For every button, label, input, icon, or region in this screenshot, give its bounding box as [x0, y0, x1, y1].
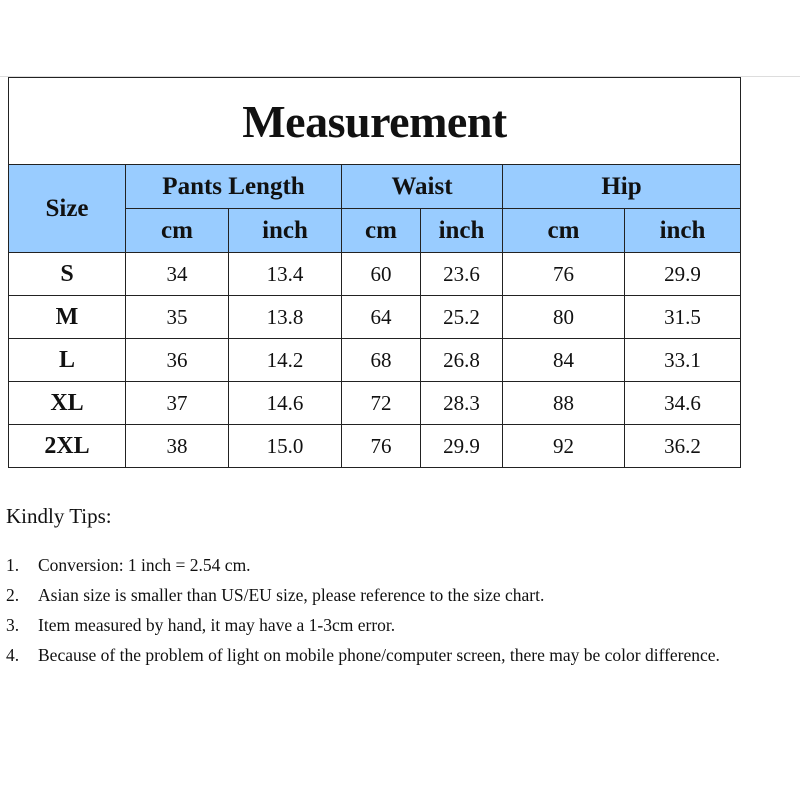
value-cell: 84	[502, 338, 625, 382]
value-cell: 28.3	[420, 381, 503, 425]
value-cell: 14.2	[228, 338, 342, 382]
value-cell: 29.9	[420, 424, 503, 468]
size-cell: L	[8, 338, 126, 382]
value-cell: 13.4	[228, 252, 342, 296]
value-cell: 76	[502, 252, 625, 296]
value-cell: 29.9	[623, 252, 742, 296]
value-cell: 35	[125, 295, 229, 339]
header-waist: Waist	[341, 164, 503, 209]
size-cell: 2XL	[8, 424, 126, 468]
tip-item: 1. Conversion: 1 inch = 2.54 cm.	[6, 550, 796, 580]
table-title: Measurement	[7, 77, 742, 165]
tip-number: 1.	[6, 555, 20, 575]
table-row: S 34 13.4 60 23.6 76 29.9	[8, 252, 742, 296]
table-row: M 35 13.8 64 25.2 80 31.5	[8, 295, 742, 339]
header-unit: cm	[125, 208, 229, 253]
value-cell: 13.8	[228, 295, 342, 339]
value-cell: 31.5	[623, 295, 742, 339]
value-cell: 64	[341, 295, 421, 339]
tip-text: Conversion: 1 inch = 2.54 cm.	[38, 555, 251, 575]
value-cell: 25.2	[420, 295, 503, 339]
value-cell: 60	[341, 252, 421, 296]
value-cell: 23.6	[420, 252, 503, 296]
value-cell: 80	[502, 295, 625, 339]
tip-item: 3. Item measured by hand, it may have a 1…	[6, 610, 796, 640]
value-cell: 14.6	[228, 381, 342, 425]
header-pants-length: Pants Length	[125, 164, 342, 209]
value-cell: 37	[125, 381, 229, 425]
table-row: 2XL 38 15.0 76 29.9 92 36.2	[8, 424, 742, 468]
header-unit: cm	[502, 208, 625, 253]
value-cell: 72	[341, 381, 421, 425]
header-unit: cm	[341, 208, 421, 253]
tip-text: Asian size is smaller than US/EU size, p…	[38, 585, 545, 605]
value-cell: 34	[125, 252, 229, 296]
value-cell: 34.6	[623, 381, 742, 425]
value-cell: 38	[125, 424, 229, 468]
tips-list: 1. Conversion: 1 inch = 2.54 cm. 2. Asian s…	[6, 550, 796, 670]
divider	[0, 76, 800, 77]
tips-heading: Kindly Tips:	[6, 504, 112, 528]
size-cell: S	[8, 252, 126, 296]
tip-text: Item measured by hand, it may have a 1-3…	[38, 615, 396, 635]
header-unit: inch	[623, 208, 742, 253]
tip-text: Because of the problem of light on mobil…	[38, 645, 720, 665]
value-cell: 36	[125, 338, 229, 382]
value-cell: 33.1	[623, 338, 742, 382]
value-cell: 15.0	[228, 424, 342, 468]
size-cell: XL	[8, 381, 126, 425]
size-chart-table: Measurement Size Pants Length Waist Hip …	[7, 77, 742, 468]
tip-number: 3.	[6, 615, 20, 635]
value-cell: 92	[502, 424, 625, 468]
header-hip: Hip	[501, 164, 742, 209]
value-cell: 26.8	[420, 338, 503, 382]
tip-number: 4.	[6, 645, 20, 665]
header-size: Size	[8, 164, 126, 253]
header-unit: inch	[420, 208, 503, 253]
table-row: L 36 14.2 68 26.8 84 33.1	[8, 338, 742, 382]
tip-number: 2.	[6, 585, 20, 605]
value-cell: 76	[341, 424, 421, 468]
table-row: XL 37 14.6 72 28.3 88 34.6	[8, 381, 742, 425]
value-cell: 68	[341, 338, 421, 382]
tip-item: 2. Asian size is smaller than US/EU size,…	[6, 580, 796, 610]
value-cell: 36.2	[623, 424, 742, 468]
size-cell: M	[8, 295, 126, 339]
header-unit: inch	[228, 208, 342, 253]
tip-item: 4. Because of the problem of light on mob…	[6, 640, 796, 670]
value-cell: 88	[502, 381, 625, 425]
